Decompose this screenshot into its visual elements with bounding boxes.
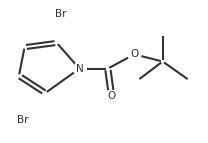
Text: O: O (130, 49, 138, 59)
Text: O: O (108, 91, 116, 101)
Text: N: N (76, 64, 83, 74)
Text: Br: Br (17, 115, 28, 125)
Text: Br: Br (55, 9, 66, 19)
